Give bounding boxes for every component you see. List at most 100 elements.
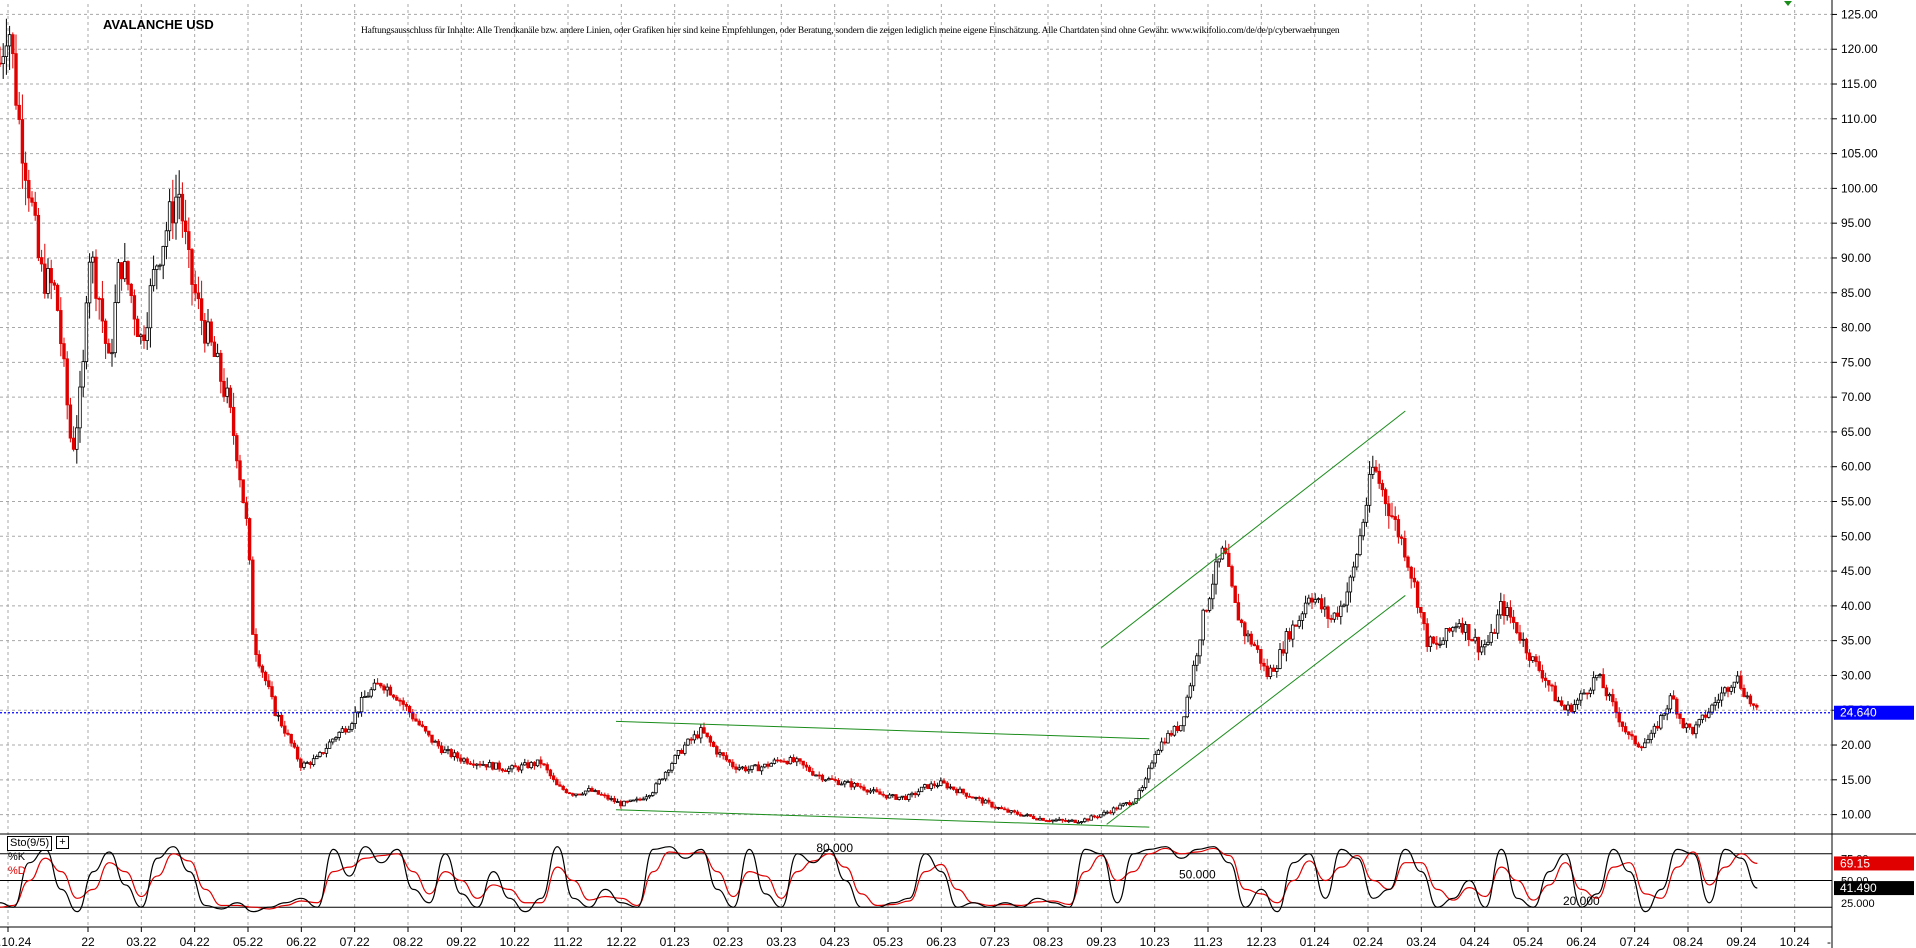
candle-body [1476, 636, 1481, 653]
trendline-4[interactable] [1106, 595, 1406, 825]
oscillator-expand-icon[interactable]: + [56, 836, 69, 849]
candle-down [1627, 731, 1631, 740]
candle-body [1620, 721, 1625, 727]
candle-up [1483, 639, 1487, 656]
candle-up [84, 295, 89, 370]
candle-down [1502, 594, 1506, 625]
candle-up [958, 786, 962, 794]
candle-down [0, 46, 2, 68]
candle-down [513, 762, 517, 768]
candle-down [321, 752, 325, 756]
candle-down [1390, 502, 1394, 519]
candle-down [1204, 609, 1209, 613]
candle-body [1204, 609, 1209, 612]
candle-down [97, 296, 101, 320]
candle-down [727, 759, 732, 766]
scroll-right-icon: - [1827, 935, 1831, 948]
candle-up [657, 778, 661, 785]
candle-up [647, 794, 652, 799]
candle-up [1345, 582, 1349, 613]
candle-down [1271, 664, 1276, 672]
candle-body [779, 759, 783, 762]
candle-body [33, 201, 37, 216]
candle-down [1255, 639, 1260, 654]
candle-body [1691, 726, 1695, 735]
candle-body [647, 795, 652, 798]
candle-body [55, 284, 60, 311]
candle-down [1073, 819, 1077, 824]
trendline-1[interactable] [615, 720, 1150, 740]
candle-up [868, 788, 873, 794]
candle-up [699, 724, 703, 744]
candle-body [673, 755, 677, 764]
candle-body [1121, 803, 1125, 806]
candle-up [1521, 632, 1525, 648]
candle-body [244, 502, 249, 519]
candle-body [948, 786, 953, 789]
candle-body [1419, 606, 1423, 613]
candle-up [1444, 628, 1449, 648]
trendline-2[interactable] [615, 809, 1150, 828]
candle-body [1521, 638, 1525, 641]
candle-up [1652, 723, 1657, 738]
x-tick-label: 22 [81, 935, 95, 948]
candle-down [49, 259, 53, 300]
candle-up [167, 189, 172, 241]
candle-up [161, 245, 165, 280]
candle-down [27, 169, 31, 212]
oscillator-name-button[interactable]: Sto(9/5) [7, 836, 53, 851]
candle-body [1604, 687, 1609, 697]
candle-up [148, 278, 153, 348]
candle-body [1259, 649, 1263, 664]
candle-body [222, 380, 226, 397]
candle-up [1275, 665, 1279, 678]
candle-body [436, 740, 441, 747]
candle-body [334, 737, 338, 740]
candle-body [123, 261, 127, 280]
candle-down [14, 34, 18, 110]
candle-body [1556, 700, 1561, 703]
candle-body [199, 298, 204, 321]
candle-body [955, 789, 959, 794]
trendline-3[interactable] [1101, 410, 1406, 649]
candle-body [1591, 677, 1596, 691]
candle-down [932, 780, 937, 789]
candle-down [1406, 555, 1410, 572]
candle-down [299, 757, 303, 771]
candle-up [1137, 788, 1141, 801]
candle-up [1358, 528, 1362, 557]
candle-down [391, 694, 396, 700]
candle-body [1739, 675, 1743, 689]
candle-body [910, 792, 914, 796]
y-tick-label: 85.00 [1841, 286, 1871, 300]
candle-body [385, 686, 389, 691]
candle-up [1009, 810, 1013, 815]
candle-body [68, 404, 73, 439]
candle-up [1140, 785, 1145, 793]
candle-body [839, 783, 844, 786]
candle-up [1121, 802, 1125, 808]
candle-up [683, 741, 687, 756]
candle-body [1159, 741, 1164, 751]
candle-body [609, 798, 613, 800]
candle-body [462, 758, 466, 762]
candle-down [1063, 817, 1068, 823]
candle-body [395, 696, 399, 701]
candle-body [1118, 804, 1122, 810]
candle-body [215, 352, 220, 357]
candle-body [1195, 655, 1199, 666]
candle-down [836, 778, 841, 786]
candle-body [308, 762, 313, 765]
candle-up [1076, 820, 1081, 824]
candle-body [1367, 474, 1372, 506]
candle-body [359, 697, 364, 713]
candle-down [926, 784, 930, 790]
candle-body [100, 298, 105, 322]
x-tick-label: 08.24 [1673, 935, 1703, 948]
candle-body [1108, 811, 1113, 814]
candle-body [859, 785, 863, 788]
candle-down [343, 725, 348, 735]
candle-body [1454, 626, 1458, 629]
candle-up [1217, 558, 1221, 568]
candle-body [942, 780, 946, 784]
